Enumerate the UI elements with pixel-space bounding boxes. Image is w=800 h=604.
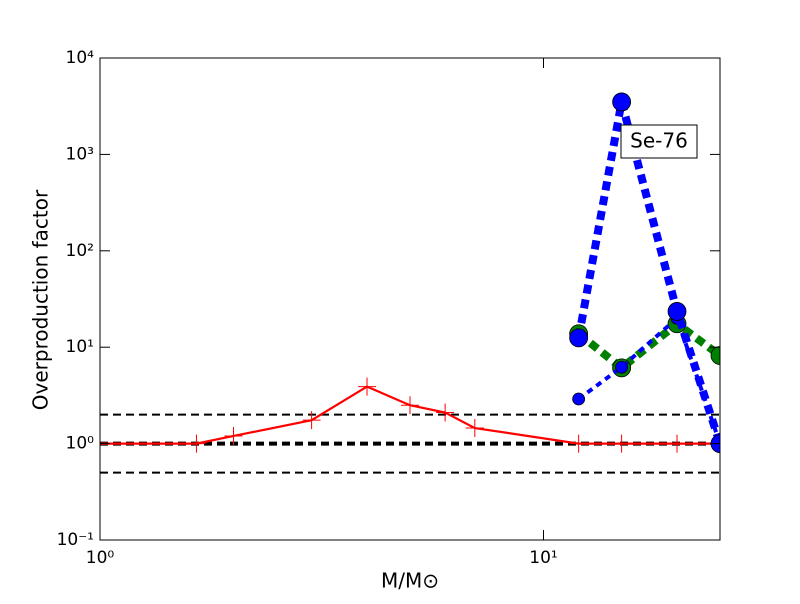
annotation-text: Se-76 <box>630 129 688 153</box>
data-marker <box>187 434 206 453</box>
y-tick-label: 10⁰ <box>66 434 95 454</box>
y-tick-label: 10⁻¹ <box>57 530 94 550</box>
data-marker <box>612 434 631 453</box>
data-marker <box>401 396 419 415</box>
data-marker <box>302 411 321 430</box>
y-tick-label: 10² <box>66 241 94 261</box>
y-tick-label: 10³ <box>66 144 94 164</box>
y-tick-label: 10⁴ <box>66 48 95 68</box>
data-marker <box>612 92 632 112</box>
data-marker <box>572 392 586 406</box>
annotation: Se-76 <box>620 124 698 159</box>
data-marker <box>668 434 687 453</box>
data-marker <box>569 434 588 453</box>
series-line <box>574 100 720 445</box>
x-tick-label: 10¹ <box>529 548 557 568</box>
series-line <box>576 318 720 374</box>
data-marker <box>465 419 484 438</box>
y-tick-label: 10¹ <box>66 337 94 357</box>
annotation-box <box>620 124 698 159</box>
data-marker <box>224 426 243 445</box>
data-marker <box>358 377 377 396</box>
x-axis-label: M/M⊙ <box>381 569 439 593</box>
axes-frame <box>99 57 721 541</box>
data-marker <box>569 328 589 348</box>
y-axis-label: Overproduction factor <box>29 189 53 410</box>
plot-area <box>100 92 720 474</box>
data-marker <box>667 302 687 321</box>
data-marker <box>615 360 629 374</box>
x-tick-label: 10⁰ <box>86 548 115 568</box>
series-line <box>577 314 720 445</box>
data-marker <box>436 403 455 422</box>
series-line <box>100 385 720 445</box>
data-marker <box>710 346 720 365</box>
